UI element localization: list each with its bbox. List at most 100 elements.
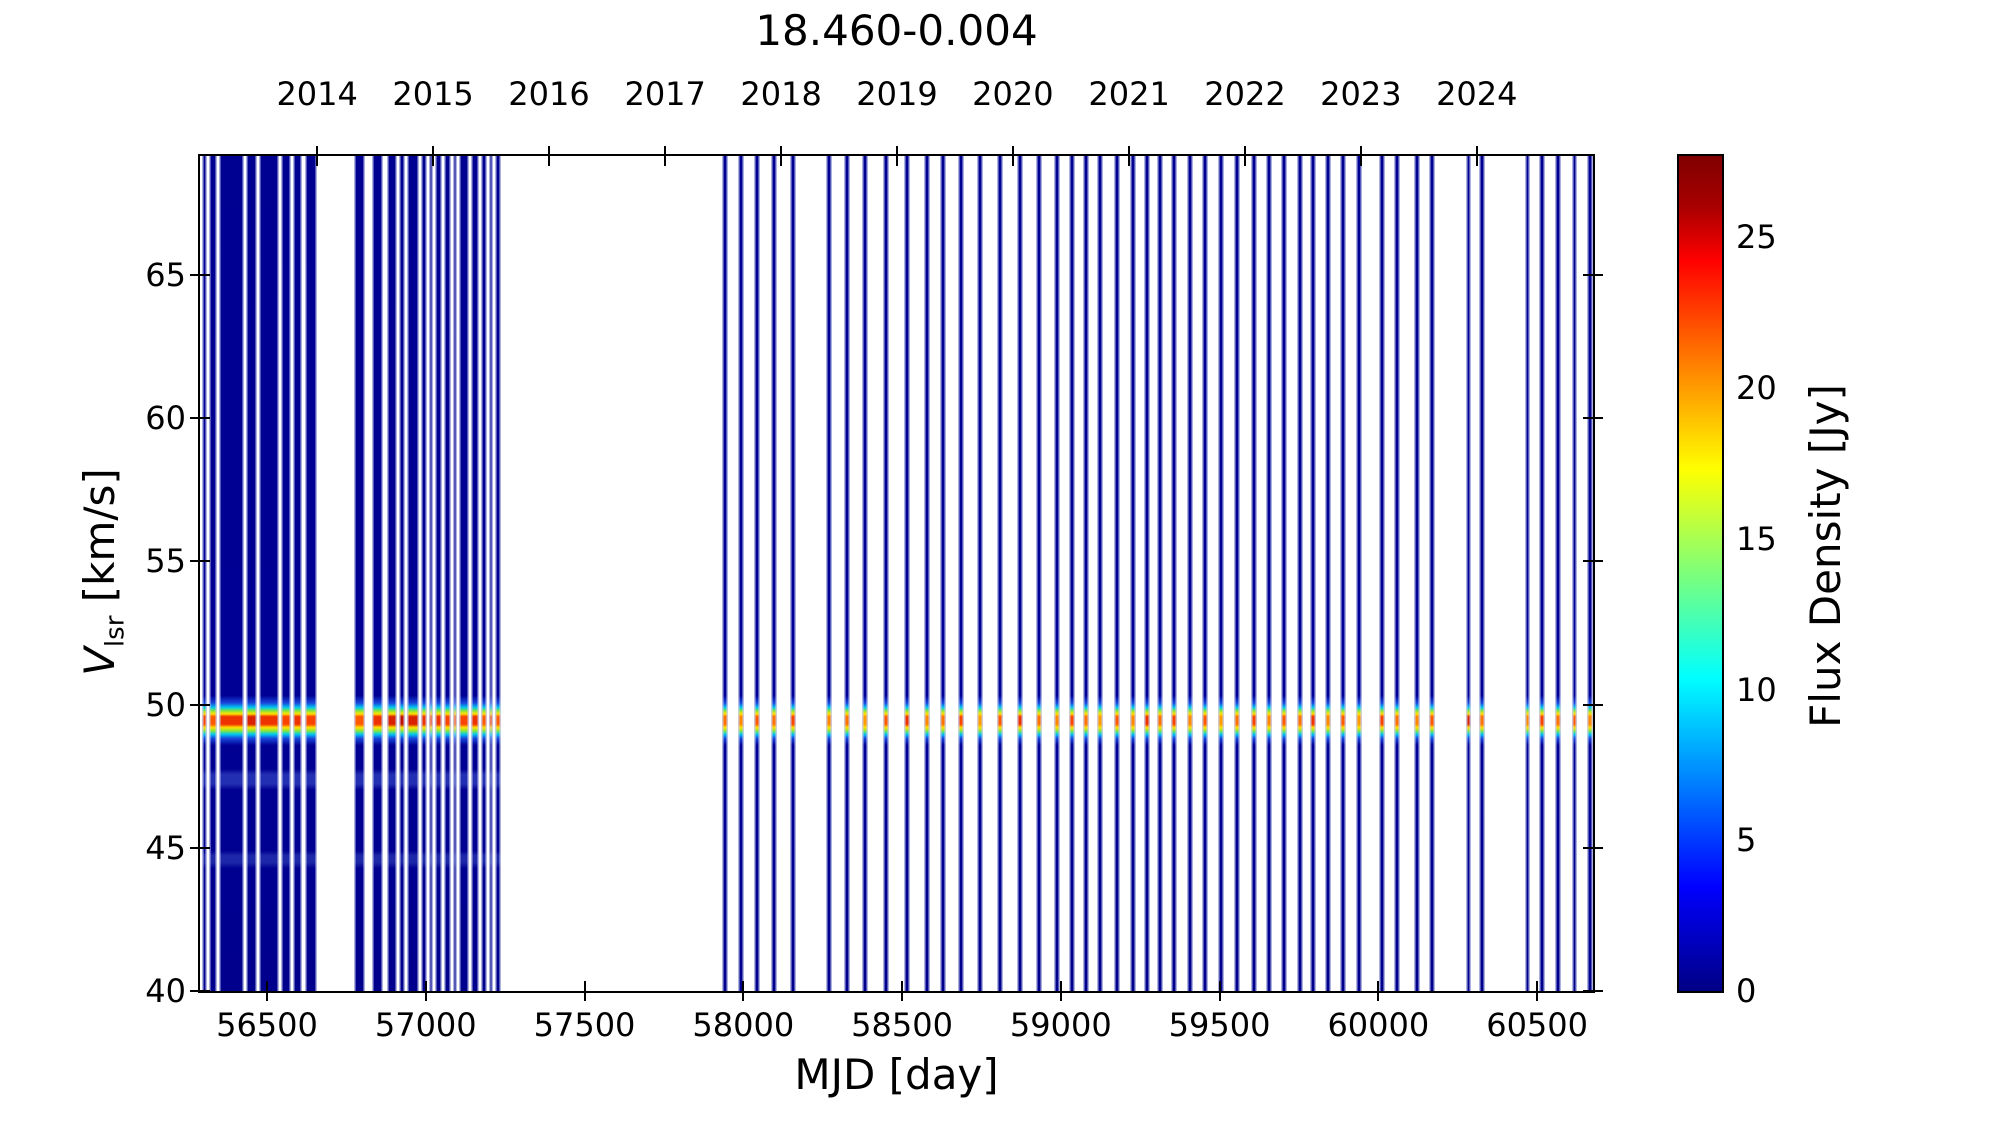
x-axis-tick-label: 57500 bbox=[533, 1006, 636, 1044]
y-axis-right-tick bbox=[1583, 560, 1603, 563]
top-axis-tick-label: 2018 bbox=[740, 75, 822, 113]
observation-block bbox=[372, 156, 383, 991]
y-axis-right-tick bbox=[1583, 990, 1603, 992]
observation-epoch bbox=[771, 156, 777, 991]
y-axis-right-tick bbox=[1583, 273, 1603, 276]
observation-epoch bbox=[1266, 156, 1272, 991]
observation-block bbox=[481, 156, 488, 991]
observation-epoch bbox=[1356, 156, 1362, 991]
observation-block bbox=[354, 156, 366, 991]
y-axis-right-tick bbox=[1583, 703, 1603, 706]
observation-epoch bbox=[1251, 156, 1257, 991]
x-axis-tick-label: 60000 bbox=[1327, 1006, 1430, 1044]
observation-epoch bbox=[1281, 156, 1287, 991]
x-axis-tick bbox=[742, 981, 745, 1001]
observation-epoch bbox=[1587, 156, 1593, 991]
colorbar-tick-label: 5 bbox=[1736, 821, 1757, 860]
y-axis-tick-label: 45 bbox=[145, 828, 186, 867]
y-axis-right-tick bbox=[1583, 417, 1603, 420]
observation-epoch bbox=[1187, 156, 1193, 991]
observation-epoch bbox=[940, 156, 946, 991]
x-axis-tick-label: 59500 bbox=[1168, 1006, 1271, 1044]
x-axis-tick bbox=[901, 981, 904, 1001]
observation-epoch bbox=[844, 156, 850, 991]
observation-epoch bbox=[1083, 156, 1089, 991]
observation-epoch bbox=[1465, 156, 1471, 991]
observation-block bbox=[259, 156, 280, 991]
x-axis-tick-label: 58000 bbox=[692, 1006, 795, 1044]
top-axis-tick bbox=[1359, 146, 1362, 166]
y-axis-right-tick bbox=[1583, 846, 1603, 849]
observation-epoch bbox=[883, 156, 889, 991]
y-axis-label-symbol: V bbox=[75, 647, 124, 676]
observation-epoch bbox=[826, 156, 832, 991]
top-axis-tick bbox=[316, 146, 319, 166]
chart-title: 18.460-0.004 bbox=[755, 6, 1038, 55]
observation-epoch bbox=[1555, 156, 1561, 991]
top-axis-tick-label: 2014 bbox=[276, 75, 358, 113]
x-axis-tick-label: 58500 bbox=[851, 1006, 953, 1044]
observation-epoch bbox=[1297, 156, 1303, 991]
y-axis-tick bbox=[190, 417, 210, 420]
x-axis-tick bbox=[1377, 981, 1380, 1001]
y-axis-tick bbox=[190, 846, 210, 849]
observation-epoch bbox=[1234, 156, 1240, 991]
observation-epoch bbox=[754, 156, 760, 991]
x-axis-tick bbox=[265, 981, 268, 1001]
heatmap-plot-area bbox=[200, 156, 1593, 991]
y-axis-tick-label: 60 bbox=[145, 399, 186, 438]
observation-epoch bbox=[1218, 156, 1224, 991]
observation-block bbox=[488, 156, 494, 991]
observation-block bbox=[293, 156, 302, 991]
y-axis-tick-label: 50 bbox=[145, 685, 186, 724]
x-axis-tick-label: 57000 bbox=[374, 1006, 477, 1044]
observation-epoch bbox=[1310, 156, 1316, 991]
y-axis-tick bbox=[190, 703, 210, 706]
y-axis-tick-label: 65 bbox=[145, 255, 186, 294]
observation-block bbox=[471, 156, 480, 991]
observation-epoch bbox=[1130, 156, 1136, 991]
observation-epoch bbox=[1097, 156, 1103, 991]
top-axis-tick-label: 2020 bbox=[972, 75, 1054, 113]
observation-block bbox=[434, 156, 442, 991]
observation-epoch bbox=[1379, 156, 1385, 991]
y-axis-label-subscript: lsr bbox=[100, 615, 131, 648]
top-axis-tick bbox=[780, 146, 783, 166]
x-axis-tick-label: 56500 bbox=[216, 1006, 318, 1044]
observation-epoch bbox=[790, 156, 796, 991]
observation-epoch bbox=[1054, 156, 1060, 991]
observation-epoch bbox=[1394, 156, 1400, 991]
observation-epoch bbox=[1340, 156, 1346, 991]
top-axis-tick-label: 2021 bbox=[1088, 75, 1170, 113]
x-axis-tick bbox=[1059, 981, 1062, 1001]
x-axis-tick-label: 59000 bbox=[1009, 1006, 1112, 1044]
top-axis-tick bbox=[664, 146, 667, 166]
top-axis-tick-label: 2015 bbox=[392, 75, 474, 113]
top-axis-tick-label: 2023 bbox=[1320, 75, 1402, 113]
observation-block bbox=[387, 156, 397, 991]
top-axis-tick-label: 2017 bbox=[624, 75, 706, 113]
observation-epoch bbox=[1114, 156, 1120, 991]
observation-epoch bbox=[1479, 156, 1485, 991]
top-axis-tick bbox=[895, 146, 898, 166]
colorbar-label: Flux Density [Jy] bbox=[1801, 384, 1850, 728]
observation-block bbox=[453, 156, 458, 991]
observation-block bbox=[201, 156, 207, 991]
x-axis-tick bbox=[1218, 981, 1221, 1001]
observation-epoch bbox=[1202, 156, 1208, 991]
observation-epoch bbox=[722, 156, 728, 991]
observation-epoch bbox=[1524, 156, 1530, 991]
observation-block bbox=[219, 156, 245, 991]
top-axis-tick-label: 2019 bbox=[856, 75, 938, 113]
colorbar-tick-label: 20 bbox=[1736, 369, 1777, 408]
observation-epoch bbox=[1144, 156, 1150, 991]
x-axis-tick bbox=[583, 981, 586, 1001]
top-axis-tick bbox=[1243, 146, 1246, 166]
colorbar-tick-label: 15 bbox=[1736, 519, 1777, 558]
y-axis-tick-label: 55 bbox=[145, 542, 186, 581]
observation-epoch bbox=[1069, 156, 1075, 991]
observation-epoch bbox=[977, 156, 983, 991]
y-axis-tick bbox=[190, 990, 210, 992]
y-axis-tick bbox=[190, 273, 210, 276]
observation-epoch bbox=[904, 156, 910, 991]
